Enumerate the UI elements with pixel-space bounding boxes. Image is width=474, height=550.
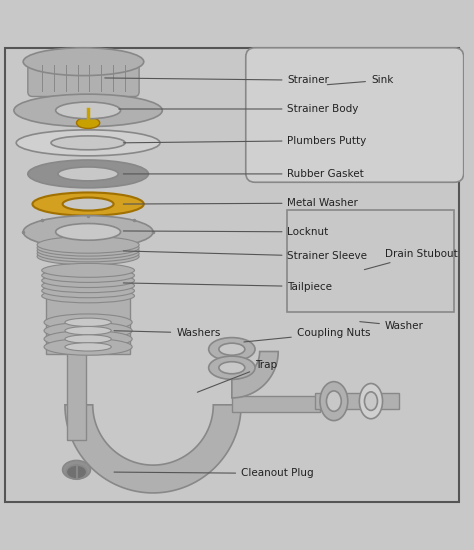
Text: Tailpiece: Tailpiece (123, 282, 332, 292)
Ellipse shape (42, 263, 135, 277)
Polygon shape (232, 351, 278, 398)
Ellipse shape (37, 239, 139, 256)
Ellipse shape (23, 216, 153, 248)
Ellipse shape (219, 343, 245, 355)
FancyBboxPatch shape (288, 210, 455, 312)
Text: Strainer Sleeve: Strainer Sleeve (123, 251, 367, 261)
Text: Rubber Gasket: Rubber Gasket (123, 169, 364, 179)
FancyBboxPatch shape (232, 395, 320, 412)
Ellipse shape (209, 356, 255, 380)
Ellipse shape (42, 268, 135, 282)
Ellipse shape (65, 318, 111, 327)
Ellipse shape (55, 223, 120, 240)
Ellipse shape (32, 192, 144, 216)
Ellipse shape (63, 460, 91, 479)
Ellipse shape (44, 339, 132, 355)
Text: Cleanout Plug: Cleanout Plug (114, 469, 314, 478)
Ellipse shape (365, 392, 377, 410)
Text: Coupling Nuts: Coupling Nuts (244, 328, 370, 342)
Ellipse shape (55, 102, 120, 119)
Ellipse shape (219, 362, 245, 374)
Polygon shape (65, 405, 241, 493)
Ellipse shape (320, 382, 348, 421)
Text: Sink: Sink (328, 75, 393, 85)
Ellipse shape (51, 136, 125, 150)
Ellipse shape (16, 130, 160, 156)
Ellipse shape (44, 322, 132, 339)
Ellipse shape (44, 331, 132, 348)
Ellipse shape (65, 335, 111, 343)
Ellipse shape (65, 327, 111, 335)
FancyBboxPatch shape (28, 59, 139, 96)
Ellipse shape (65, 343, 111, 351)
Ellipse shape (23, 48, 144, 75)
Text: Metal Washer: Metal Washer (123, 198, 358, 208)
FancyBboxPatch shape (46, 271, 130, 354)
Ellipse shape (42, 273, 135, 288)
Ellipse shape (37, 248, 139, 265)
Ellipse shape (66, 465, 87, 479)
Ellipse shape (209, 338, 255, 361)
FancyBboxPatch shape (315, 393, 399, 409)
Ellipse shape (63, 197, 114, 211)
Ellipse shape (76, 117, 100, 129)
Ellipse shape (359, 383, 383, 419)
Ellipse shape (37, 243, 139, 259)
Text: Plumbers Putty: Plumbers Putty (123, 135, 367, 146)
Text: Washers: Washers (114, 328, 220, 338)
Text: Locknut: Locknut (123, 227, 329, 237)
Text: Strainer Body: Strainer Body (118, 104, 359, 114)
Ellipse shape (327, 391, 341, 411)
Text: Washer: Washer (360, 321, 424, 331)
Ellipse shape (42, 279, 135, 293)
FancyBboxPatch shape (246, 48, 464, 182)
FancyBboxPatch shape (5, 48, 459, 502)
Ellipse shape (42, 284, 135, 298)
Ellipse shape (28, 160, 148, 188)
Text: Drain Stubout: Drain Stubout (365, 249, 457, 270)
Ellipse shape (42, 289, 135, 303)
Ellipse shape (58, 167, 118, 181)
Text: Strainer: Strainer (105, 75, 329, 85)
Ellipse shape (37, 245, 139, 262)
Ellipse shape (14, 94, 162, 126)
FancyBboxPatch shape (67, 351, 86, 439)
Ellipse shape (37, 236, 139, 253)
Text: Trap: Trap (197, 360, 277, 392)
Ellipse shape (44, 314, 132, 331)
